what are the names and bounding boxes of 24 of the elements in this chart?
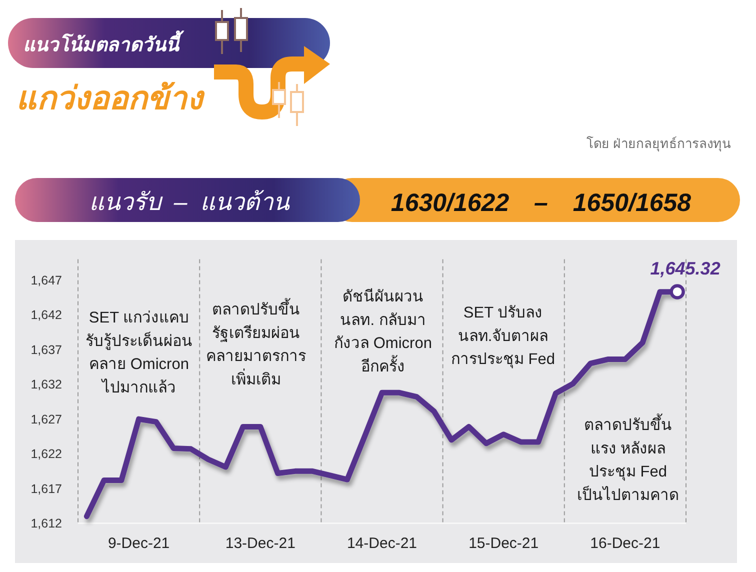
y-tick-label: 1,632 [30, 378, 62, 392]
x-tick-label: 9-Dec-21 [108, 535, 170, 552]
x-tick-label: 14-Dec-21 [346, 535, 418, 552]
annotation: SET แกว่งแคบ รับรู้ประเด็นผ่อน คลาย Omicron ไปมากแล้ว [86, 309, 192, 396]
annotation: ดัชนีผันผวน นลท. กลับมา กังวล Omicron อีกครั้ง [334, 288, 432, 376]
text: แนวรับ – แนวต้าน [89, 189, 290, 216]
data-label: 1,645.32 [650, 258, 720, 279]
text: โดย ฝ่ายกลยุทธ์การลงทุน [586, 136, 731, 152]
y-tick-label: 1,612 [30, 516, 62, 531]
annotation: SET ปรับลง นลท.จับตาผล การประชุม Fed [450, 304, 556, 370]
x-tick-label: 16-Dec-21 [590, 535, 660, 552]
text: 1630/1622 – 1650/1658 [390, 189, 692, 217]
chart-title: แนวโน้มตลาดวันนี้ [23, 30, 185, 56]
y-tick-label: 1,627 [30, 412, 62, 426]
y-tick-label: 1,622 [30, 447, 62, 462]
x-tick-label: 13-Dec-21 [225, 535, 296, 552]
y-tick-label: 1,647 [30, 273, 62, 288]
chart-subtitle: แกว่งออกข้าง [16, 80, 205, 116]
y-tick-label: 1,637 [30, 342, 62, 357]
y-tick-label: 1,617 [30, 482, 62, 496]
annotation: ตลาดปรับขึ้น แรง หลังผล ประชุม Fed เป็นไปตามคาด [577, 412, 679, 504]
x-tick-label: 15-Dec-21 [468, 535, 539, 552]
y-tick-label: 1,642 [30, 308, 62, 322]
annotation: ตลาดปรับขึ้น รัฐเตรียมผ่อน คลายมาตรการ เพิ่มเติม [206, 297, 306, 388]
